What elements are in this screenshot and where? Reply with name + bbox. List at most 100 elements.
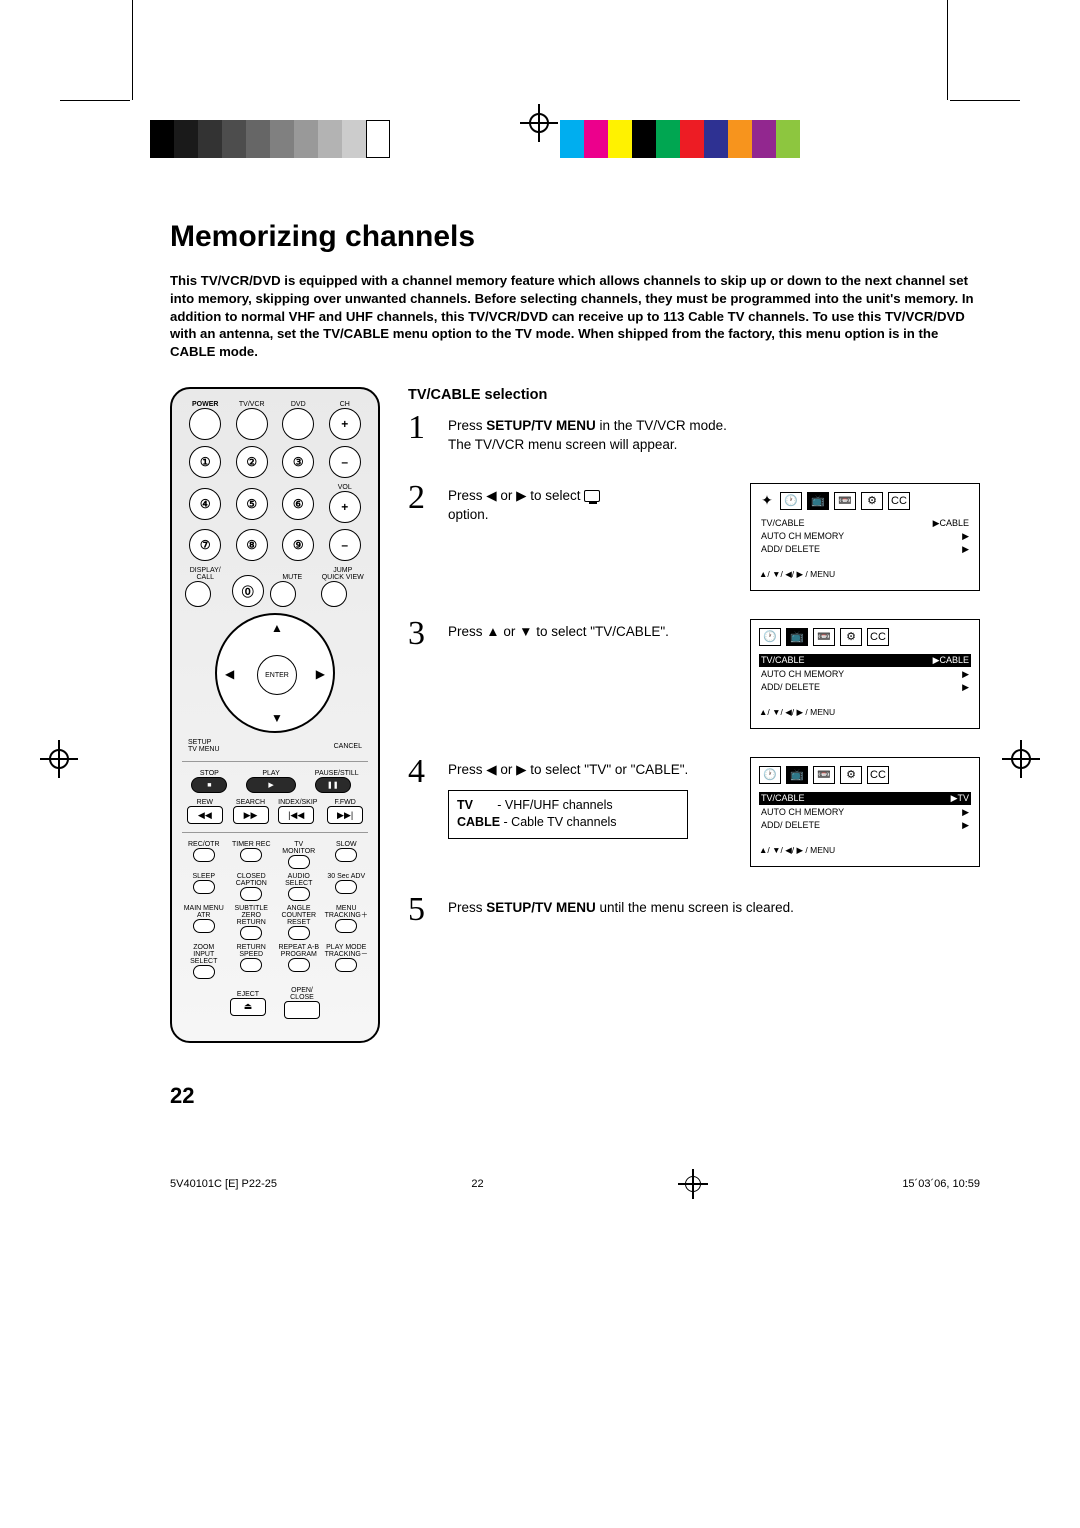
osd-row-label: TV/CABLE xyxy=(761,655,805,666)
print-footer: 5V40101C [E] P22-25 22 15´03´06, 10:59 xyxy=(0,1149,1080,1229)
osd-icon: ⚙ xyxy=(861,492,883,510)
osd-icon: 🕐 xyxy=(759,628,781,646)
step-1: 1 Press SETUP/TV MENU in the TV/VCR mode… xyxy=(408,413,980,455)
def-term: TV xyxy=(457,798,473,812)
playmode-button xyxy=(335,958,357,972)
osd-icon: 📼 xyxy=(834,492,856,510)
osd-icon: CC xyxy=(867,766,889,784)
subtitle-label: SUBTITLE ZERO RETURN xyxy=(230,905,274,926)
footer-mid: 22 xyxy=(471,1178,483,1190)
jump-button xyxy=(321,581,347,607)
digit-9-button: ⑨ xyxy=(282,529,314,561)
osd-footer: ▲/ ▼/ ◀/ ▶ / MENU xyxy=(759,707,971,718)
adv-button xyxy=(335,880,357,894)
play-label: PLAY xyxy=(246,770,296,777)
timerrec-button xyxy=(240,848,262,862)
step-text: The TV/VCR menu screen will appear. xyxy=(448,437,677,452)
zoom-label: ZOOM INPUT SELECT xyxy=(182,944,226,965)
step-text: in the TV/VCR mode. xyxy=(596,418,727,433)
tvmon-button xyxy=(288,855,310,869)
timerrec-label: TIMER REC xyxy=(230,841,274,848)
osd-row-value: ▶ xyxy=(962,807,969,818)
osd-row-label: ADD/ DELETE xyxy=(761,544,820,555)
digit-4-button: ④ xyxy=(189,488,221,520)
digit-5-button: ⑤ xyxy=(236,488,268,520)
skip-back-button: |◀◀ xyxy=(278,806,314,824)
osd-icon: CC xyxy=(888,492,910,510)
print-marks-top xyxy=(0,0,1080,170)
osd-screen-2: ✦ 🕐 📺 📼 ⚙ CC TV/CABLE▶CABLE AUTO CH MEMO… xyxy=(750,483,980,591)
recotr-label: REC/OTR xyxy=(182,841,226,848)
osd-row-label: ADD/ DELETE xyxy=(761,820,820,831)
zoom-button xyxy=(193,965,215,979)
stop-label: STOP xyxy=(191,770,227,777)
color-bar-colors xyxy=(560,120,800,158)
page-title: Memorizing channels xyxy=(170,220,980,254)
vol-label: VOL xyxy=(329,484,361,491)
return-label: RETURN SPEED xyxy=(230,944,274,958)
menutrk-label: MENU TRACKING＋ xyxy=(325,905,369,919)
osd-row-value: ▶CABLE xyxy=(933,518,969,529)
vol-up-button: + xyxy=(329,491,361,523)
rew-button: ◀◀ xyxy=(187,806,223,824)
return-button xyxy=(240,958,262,972)
osd-row-value: ▶ xyxy=(962,682,969,693)
digit-2-button: ② xyxy=(236,446,268,478)
angle-button xyxy=(288,926,310,940)
digit-0-button: ⓪ xyxy=(232,575,264,607)
step-text: Press ▲ or ▼ to select "TV/CABLE". xyxy=(448,619,732,642)
page-content: Memorizing channels This TV/VCR/DVD is e… xyxy=(0,170,1080,1149)
setup-label: SETUP TV MENU xyxy=(188,739,220,753)
dvd-button xyxy=(282,408,314,440)
recotr-button xyxy=(193,848,215,862)
instructions-column: TV/CABLE selection 1 Press SETUP/TV MENU… xyxy=(408,387,980,1043)
osd-icon-active: 📺 xyxy=(786,628,808,646)
subheading: TV/CABLE selection xyxy=(408,387,980,403)
osd-footer: ▲/ ▼/ ◀/ ▶ / MENU xyxy=(759,569,971,580)
power-button xyxy=(189,408,221,440)
ch-label: CH xyxy=(329,401,361,408)
osd-icon: ⚙ xyxy=(840,628,862,646)
pause-label: PAUSE/STILL xyxy=(315,770,359,777)
osd-row-label: AUTO CH MEMORY xyxy=(761,807,844,818)
step-2-row: 2 Press ◀ or ▶ to select option. ✦ 🕐 📺 📼… xyxy=(408,483,980,591)
left-arrow-icon: ◀ xyxy=(225,667,234,681)
registration-mark-icon xyxy=(678,1169,708,1199)
page-number: 22 xyxy=(170,1083,980,1109)
color-bar-grayscale xyxy=(150,120,390,158)
osd-row-label: AUTO CH MEMORY xyxy=(761,669,844,680)
osd-icon: 🕐 xyxy=(780,492,802,510)
menutrk-button xyxy=(335,919,357,933)
tvmon-label: TV MONITOR xyxy=(277,841,321,855)
open-button xyxy=(284,1001,320,1019)
up-arrow-icon: ▲ xyxy=(271,621,283,635)
osd-screen-3: 🕐 📺 📼 ⚙ CC TV/CABLE▶CABLE AUTO CH MEMORY… xyxy=(750,619,980,729)
ch-up-button: + xyxy=(329,408,361,440)
step-5: 5 Press SETUP/TV MENU until the menu scr… xyxy=(408,895,980,926)
osd-icon: CC xyxy=(867,628,889,646)
step-3-row: 3 Press ▲ or ▼ to select "TV/CABLE". 🕐 📺… xyxy=(408,619,980,729)
pause-button: ❚❚ xyxy=(315,777,351,793)
def-desc: - Cable TV channels xyxy=(500,815,617,829)
osd-row-value: ▶ xyxy=(962,544,969,555)
intro-paragraph: This TV/VCR/DVD is equipped with a chann… xyxy=(170,272,980,361)
display-label: DISPLAY/ CALL xyxy=(185,567,225,581)
osd-row-label: TV/CABLE xyxy=(761,518,805,529)
osd-footer: ▲/ ▼/ ◀/ ▶ / MENU xyxy=(759,845,971,856)
eject-label: EJECT xyxy=(230,991,266,998)
tv-icon xyxy=(584,490,600,502)
vol-down-button: – xyxy=(329,529,361,561)
osd-row-label: TV/CABLE xyxy=(761,793,805,804)
mainmenu-button xyxy=(193,919,215,933)
right-arrow-icon: ▶ xyxy=(316,667,325,681)
step-text: Press ◀ or ▶ to select xyxy=(448,488,584,503)
osd-row-label: AUTO CH MEMORY xyxy=(761,531,844,542)
footer-right: 15´03´06, 10:59 xyxy=(902,1178,980,1190)
digit-7-button: ⑦ xyxy=(189,529,221,561)
playmode-label: PLAY MODE TRACKING－ xyxy=(325,944,369,958)
osd-row-value: ▶ xyxy=(962,669,969,680)
repeat-label: REPEAT A-B PROGRAM xyxy=(277,944,321,958)
repeat-button xyxy=(288,958,310,972)
digit-8-button: ⑧ xyxy=(236,529,268,561)
sleep-label: SLEEP xyxy=(182,873,226,880)
